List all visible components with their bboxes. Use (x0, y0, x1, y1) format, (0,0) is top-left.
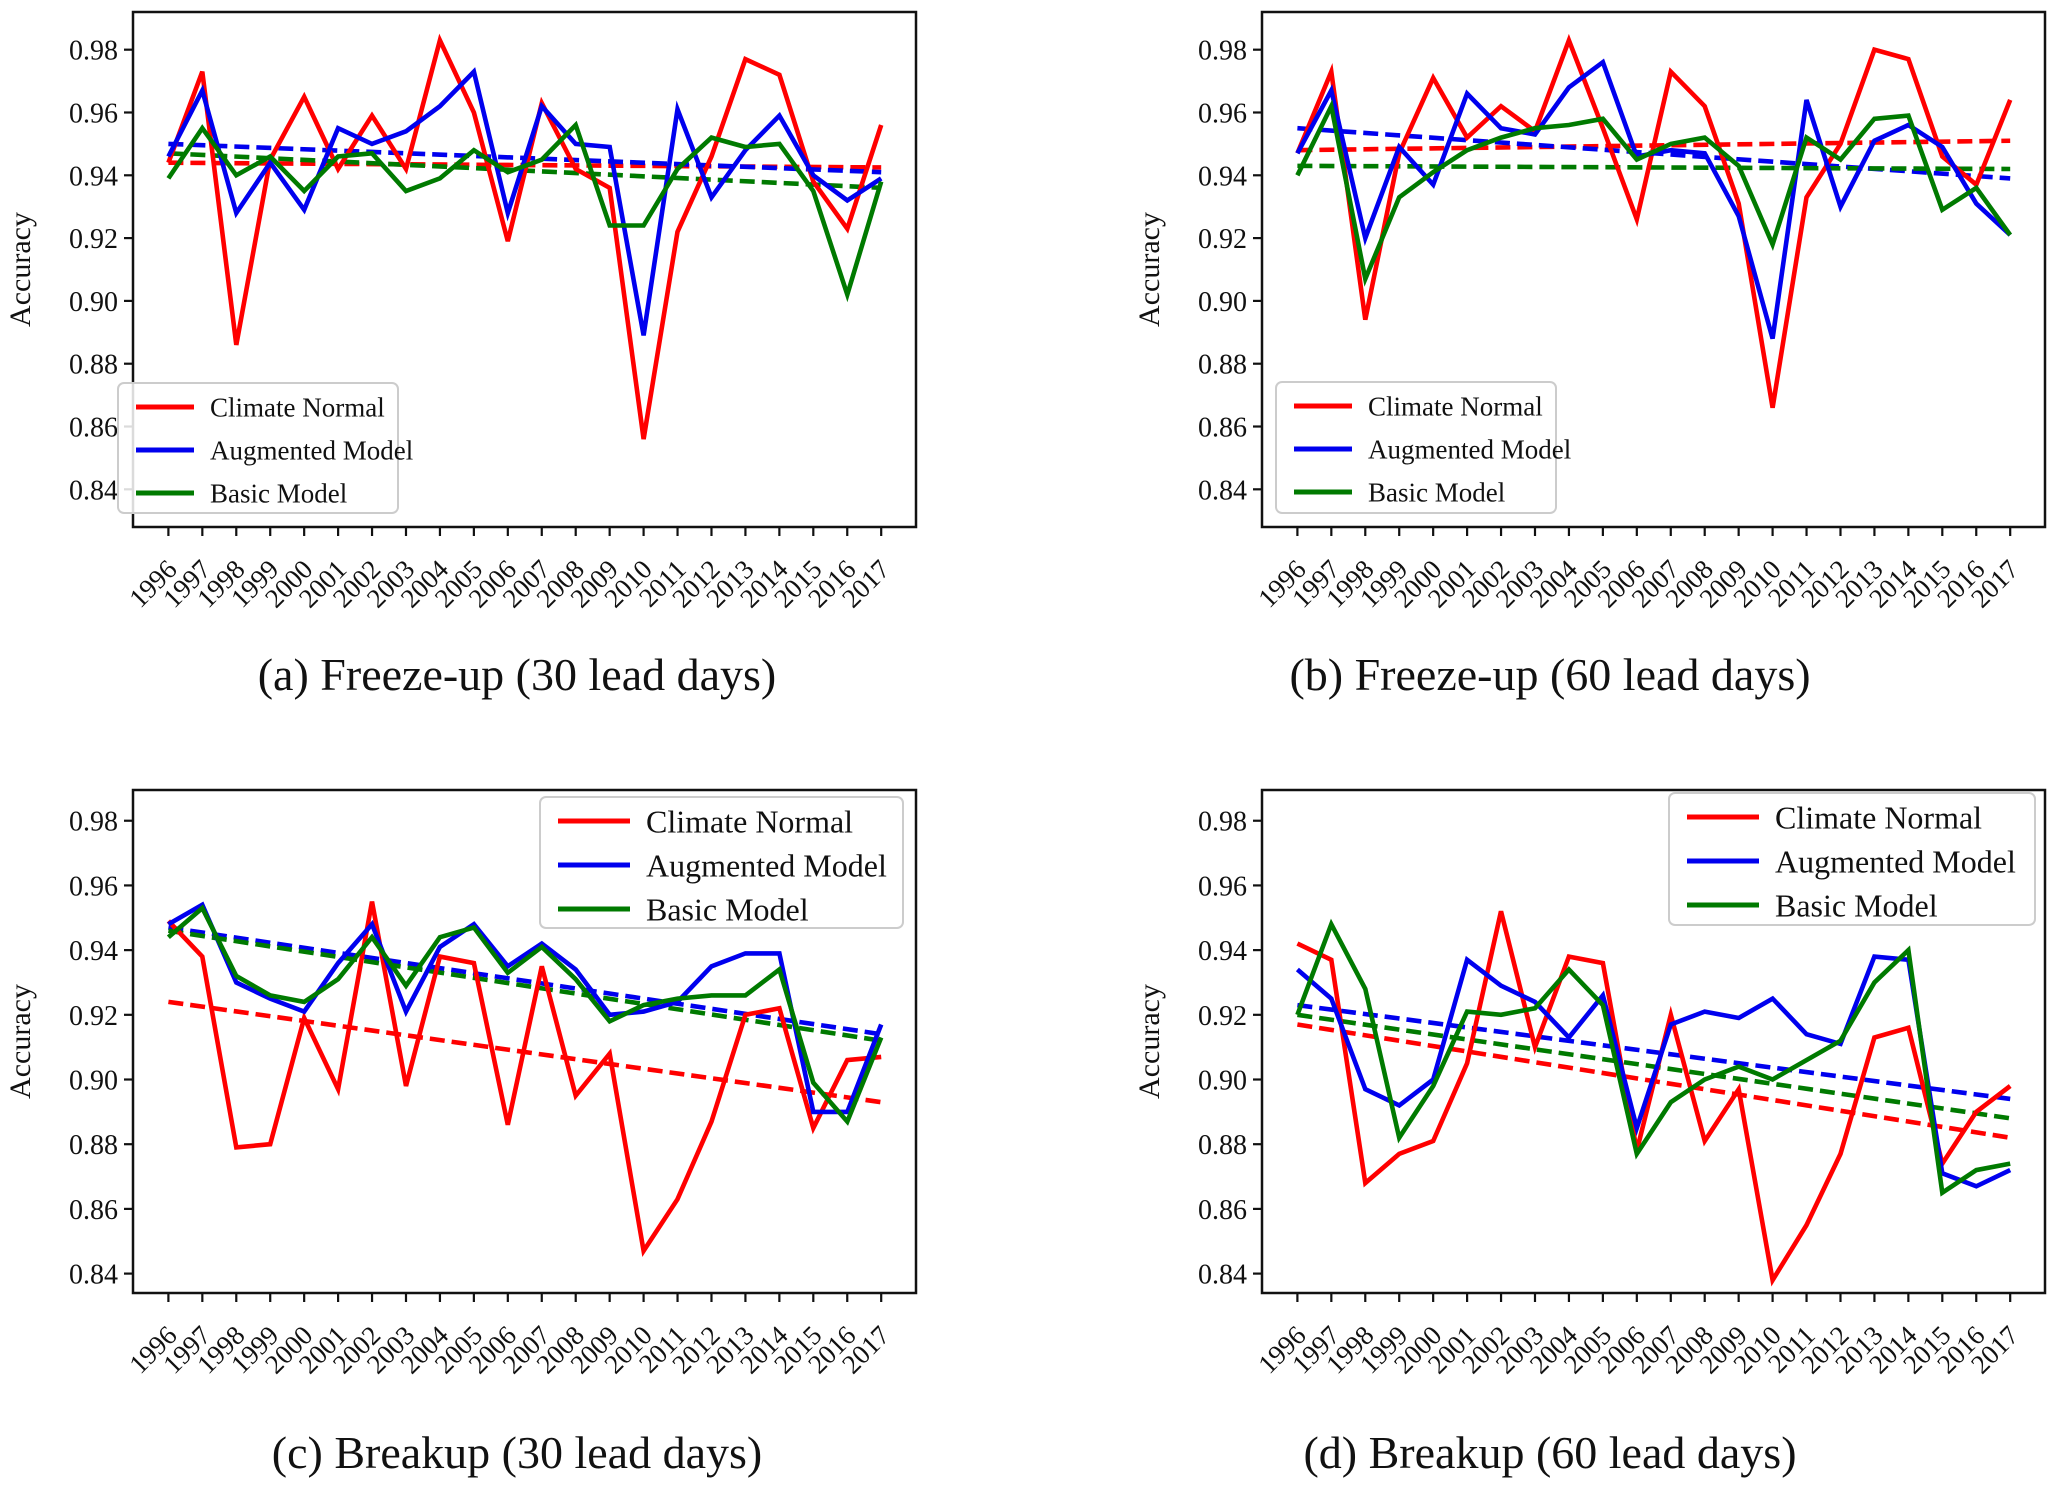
series-line-climate-normal (166, 33, 884, 440)
plot-d: 0.84 0.86 0.88 0.90 0.92 0.94 0.96 0.98 19961997… (1133, 788, 2047, 1379)
y-tick-label: 0.90 (69, 287, 118, 318)
y-axis-title: Accuracy (1133, 984, 1166, 1099)
caption-c: (c) Breakup (30 lead days) (271, 1427, 763, 1478)
y-tick-label: 0.84 (69, 1260, 118, 1291)
series-line-climate-normal (1295, 33, 2013, 409)
y-tick-label: 0.96 (69, 871, 118, 902)
series-line-climate-normal (1296, 910, 2012, 1287)
chart-freeze-up-30: 0.84 0.86 0.88 0.90 0.92 0.94 0.96 0.98 1996 1997… (0, 0, 1034, 750)
y-tick-label: 0.88 (1198, 350, 1247, 381)
y-tick-label: 0.84 (1198, 475, 1247, 506)
y-tick-label: 0.90 (69, 1066, 118, 1097)
series-line-augmented-model (166, 67, 883, 336)
series-line-basic-model (1295, 99, 2013, 287)
legend-label: Basic Model (1368, 478, 1505, 508)
legend-label: Basic Model (1775, 888, 1938, 924)
series-line-basic-model (166, 120, 884, 303)
y-tick-label: 0.84 (1198, 1260, 1247, 1291)
legend-box (117, 382, 399, 514)
y-tick-label: 0.92 (69, 224, 118, 255)
legend-label: Climate Normal (1368, 392, 1543, 422)
y-axis-ticks: 0.84 0.86 0.88 0.90 0.92 0.94 0.96 0.98 (69, 807, 133, 1291)
legend-label: Augmented Model (646, 848, 887, 884)
y-axis-ticks: 0.84 0.86 0.88 0.90 0.92 0.94 0.96 0.98 (69, 36, 133, 506)
y-tick-label: 0.84 (69, 475, 118, 506)
legend-label: Augmented Model (210, 436, 413, 466)
y-tick-label: 0.94 (69, 936, 118, 967)
trend-line-augmented-model (168, 925, 882, 1037)
series-line-augmented-model (1295, 954, 2012, 1189)
plot-a: 0.84 0.86 0.88 0.90 0.92 0.94 0.96 0.98 19961997… (4, 10, 918, 613)
y-tick-label: 0.98 (69, 36, 118, 67)
legend-label: Augmented Model (1775, 844, 2016, 880)
axes-frame (131, 788, 918, 1295)
plot-c: 0.84 0.86 0.88 0.90 0.92 0.94 0.96 0.98 19961997… (4, 788, 918, 1379)
y-axis-title: Accuracy (4, 984, 37, 1099)
legend-label: Climate Normal (210, 393, 385, 423)
y-tick-label: 0.90 (1198, 1066, 1247, 1097)
y-tick-label: 0.98 (69, 807, 118, 838)
y-tick-label: 0.86 (1198, 413, 1247, 444)
chart-freeze-up-60: 0.84 0.86 0.88 0.90 0.92 0.94 0.96 0.98 1996 1997… (1033, 0, 2067, 750)
y-tick-label: 0.86 (1198, 1195, 1247, 1226)
y-axis-title: Accuracy (1133, 212, 1166, 327)
legend-label: Basic Model (646, 892, 809, 928)
chart-breakup-30: 0.84 0.86 0.88 0.90 0.92 0.94 0.96 0.98 1996 1997… (0, 750, 1034, 1500)
y-tick-label: 0.98 (1198, 807, 1247, 838)
y-axis-ticks: 0.84 0.86 0.88 0.90 0.92 0.94 0.96 0.98 (1198, 807, 1262, 1291)
legend-label: Climate Normal (1775, 800, 1982, 836)
y-tick-label: 0.88 (69, 1130, 118, 1161)
y-tick-label: 0.98 (1198, 36, 1247, 67)
legend-label: Augmented Model (1368, 435, 1571, 465)
axes-frame (1260, 788, 2047, 1295)
legend-label: Climate Normal (646, 804, 853, 840)
y-tick-label: 0.90 (1198, 287, 1247, 318)
y-tick-label: 0.88 (1198, 1130, 1247, 1161)
caption-d: (d) Breakup (60 lead days) (1303, 1427, 1797, 1478)
trend-line-basic-model (1297, 163, 2011, 172)
y-tick-label: 0.96 (1198, 98, 1247, 129)
x-axis-ticks: 1996199719981999200020012002200320042005… (123, 1293, 895, 1379)
plot-b: 0.84 0.86 0.88 0.90 0.92 0.94 0.96 0.98 19961997… (1133, 10, 2047, 613)
y-tick-label: 0.92 (1198, 1001, 1247, 1032)
legend-label: Basic Model (210, 479, 347, 509)
x-axis-ticks: 1996199719981999200020012002200320042005… (1252, 1293, 2024, 1379)
legend: Climate Normal Augmented Model Basic Model (539, 796, 904, 929)
legend-box (539, 796, 904, 929)
chart-breakup-60: 0.84 0.86 0.88 0.90 0.92 0.94 0.96 0.98 1996 1997… (1033, 750, 2067, 1500)
series-line-basic-model (1295, 918, 2011, 1197)
axes-frame (131, 10, 918, 529)
y-axis-title: Accuracy (4, 212, 37, 327)
legend: Climate Normal Augmented Model Basic Model (1275, 381, 1571, 514)
y-tick-label: 0.86 (69, 413, 118, 444)
legend-box (1275, 381, 1557, 514)
trend-line-basic-model (1297, 1012, 2011, 1121)
y-tick-label: 0.96 (69, 98, 118, 129)
trend-line-basic-model (168, 928, 882, 1043)
y-tick-label: 0.94 (1198, 161, 1247, 192)
y-tick-label: 0.88 (69, 350, 118, 381)
series-line-climate-normal (166, 901, 882, 1258)
y-tick-label: 0.92 (69, 1001, 118, 1032)
caption-a: (a) Freeze-up (30 lead days) (257, 649, 777, 700)
x-axis-ticks: 1996199719981999200020012002200320042005… (1252, 527, 2024, 613)
y-axis-ticks: 0.84 0.86 0.88 0.90 0.92 0.94 0.96 0.98 (1198, 36, 1262, 506)
series-line-augmented-model (167, 901, 884, 1115)
x-axis-ticks: 1996199719981999200020012002200320042005… (123, 527, 895, 613)
y-tick-label: 0.92 (1198, 224, 1247, 255)
y-tick-label: 0.96 (1198, 871, 1247, 902)
caption-b: (b) Freeze-up (60 lead days) (1289, 649, 1811, 700)
trend-line-augmented-model (1297, 1002, 2011, 1102)
series-line-basic-model (166, 904, 884, 1126)
series-line-augmented-model (1295, 58, 2012, 340)
axes-frame (1260, 10, 2047, 529)
y-tick-label: 0.86 (69, 1195, 118, 1226)
y-tick-label: 0.94 (1198, 936, 1247, 967)
legend: Climate Normal Augmented Model Basic Model (1668, 792, 2036, 926)
legend: Climate Normal Augmented Model Basic Model (117, 382, 413, 514)
y-tick-label: 0.94 (69, 161, 118, 192)
legend-box (1668, 792, 2036, 926)
